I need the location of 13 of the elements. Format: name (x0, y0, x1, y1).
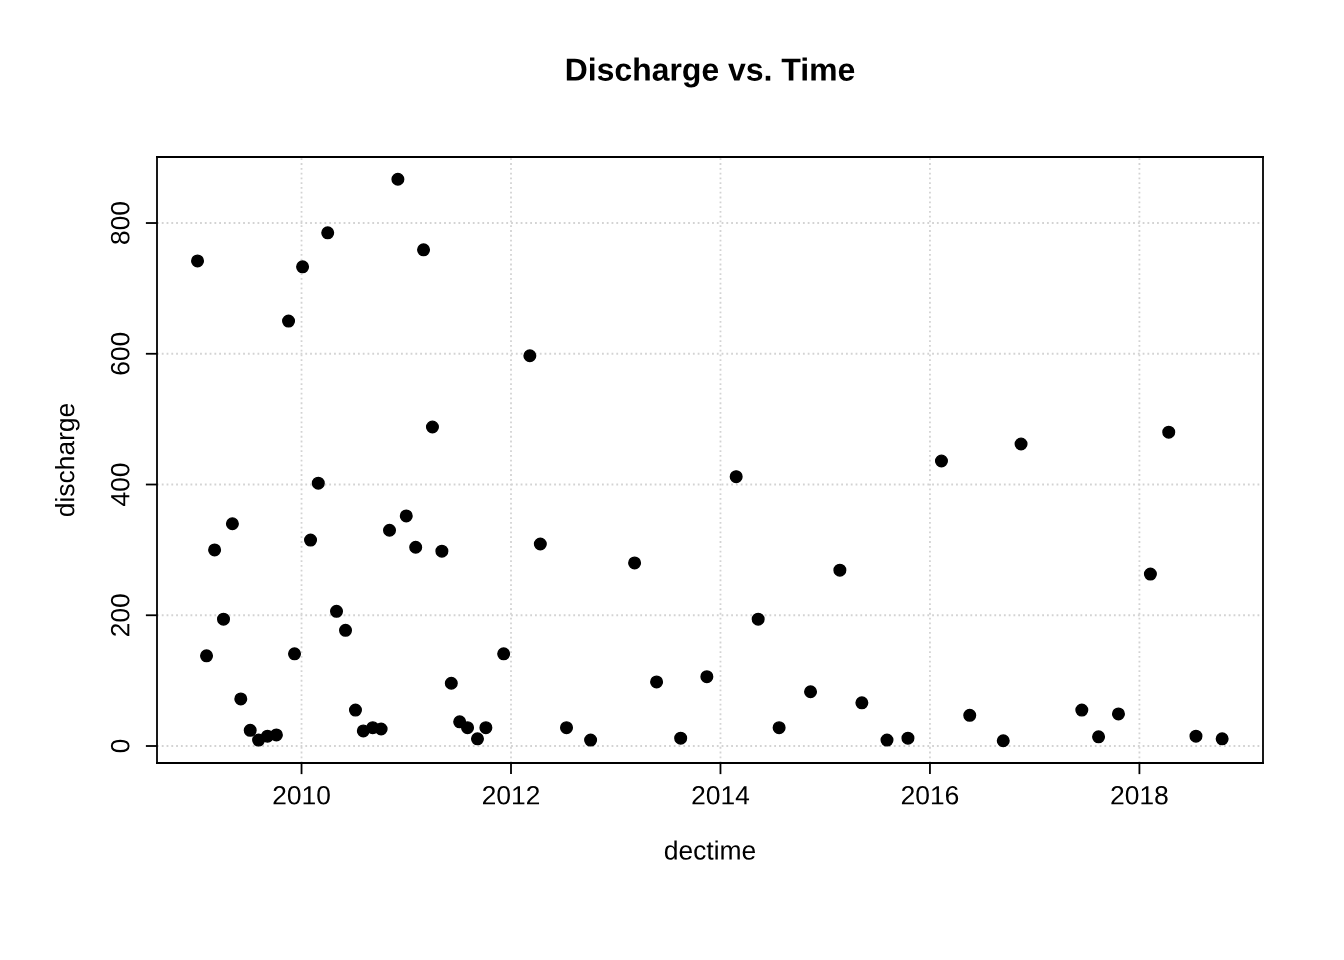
y-tick-label: 400 (110, 463, 130, 506)
y-tick-label: 600 (110, 332, 130, 375)
x-tick-label: 2014 (692, 785, 750, 805)
x-tick-label: 2010 (273, 785, 330, 805)
y-tick-label: 200 (110, 594, 130, 636)
x-tick-label: 2016 (901, 785, 959, 805)
x-axis-title: dectime (664, 840, 756, 860)
y-tick-label: 0 (110, 739, 130, 753)
x-tick-label: 2012 (482, 785, 540, 805)
y-tick-label: 800 (110, 202, 130, 244)
chart-title: Discharge vs. Time (566, 57, 855, 88)
x-tick-label: 2018 (1111, 785, 1168, 805)
y-axis-title: discharge (55, 403, 80, 517)
